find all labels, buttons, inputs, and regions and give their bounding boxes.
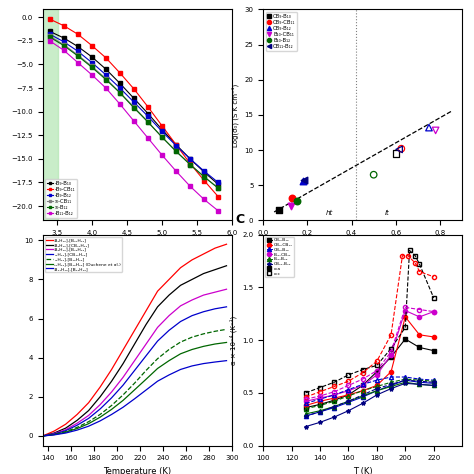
Legend: -B₉-B₁₀, -B₉-CB₁₁, -B₉-B₁₂, ₁₀-CB₁₁, ₁₀-B₁₂, -B₁₁-B₁₂: -B₉-B₁₀, -B₉-CB₁₁, -B₉-B₁₂, ₁₀-CB₁₁, ₁₀-… [46, 179, 77, 218]
Point [287, 202, 294, 210]
Text: C: C [235, 213, 244, 226]
Legend: -B₉H₁₀]-[B₁₀H₁₂], -B₉H₁₀]-[CB₁₁H₁₂], -B₉H₁₀]-[B₁₂H₁₂], ₁₀H₁₂]-[CB₁₁H₁₂], ₁₀H₁₂]-: -B₉H₁₀]-[B₁₀H₁₂], -B₉H₁₀]-[CB₁₁H₁₂], -B₉… [45, 237, 122, 272]
Point [432, 127, 439, 134]
Text: lt: lt [384, 210, 389, 216]
X-axis label: T (K): T (K) [353, 467, 373, 474]
Text: D: D [259, 0, 269, 1]
X-axis label: Temperature (K): Temperature (K) [103, 467, 172, 474]
Point [293, 197, 301, 204]
Point [425, 124, 433, 131]
Point [392, 150, 400, 157]
X-axis label: Eₐ (eV): Eₐ (eV) [348, 242, 377, 251]
Point [398, 145, 405, 153]
Bar [43, 9, 58, 220]
Point [288, 194, 296, 202]
Point [395, 146, 403, 153]
Legend: CB₉-B₁₀, CB₉-CB₁₁, CB₉-B₁₂, B₁₀-CB₁₁, B₁₀-B₁₂, CB₁₁-B₁₂: CB₉-B₁₀, CB₉-CB₁₁, CB₉-B₁₂, B₁₀-CB₁₁, B₁… [266, 12, 297, 51]
Text: ht: ht [326, 210, 333, 216]
Point [275, 206, 283, 214]
X-axis label: 1000/T (K⁻¹): 1000/T (K⁻¹) [112, 242, 163, 251]
Y-axis label: α × 10⁻⁴ (K⁻¹): α × 10⁻⁴ (K⁻¹) [229, 316, 237, 365]
Point [370, 171, 377, 179]
Legend: CB₉-B₁₀, CB₉-CB₁₁, CB₉-B₁₂, B₁₀-CB₁₁, B₁₀-B₁₂, CB₁₁-B₁₂, α-a, α-c: CB₉-B₁₀, CB₉-CB₁₁, CB₉-B₁₂, B₁₀-CB₁₁, B₁… [265, 237, 293, 277]
Point [299, 177, 307, 185]
Y-axis label: Log(σ₀) (S K cm⁻¹): Log(σ₀) (S K cm⁻¹) [231, 83, 239, 146]
Point [300, 176, 308, 184]
